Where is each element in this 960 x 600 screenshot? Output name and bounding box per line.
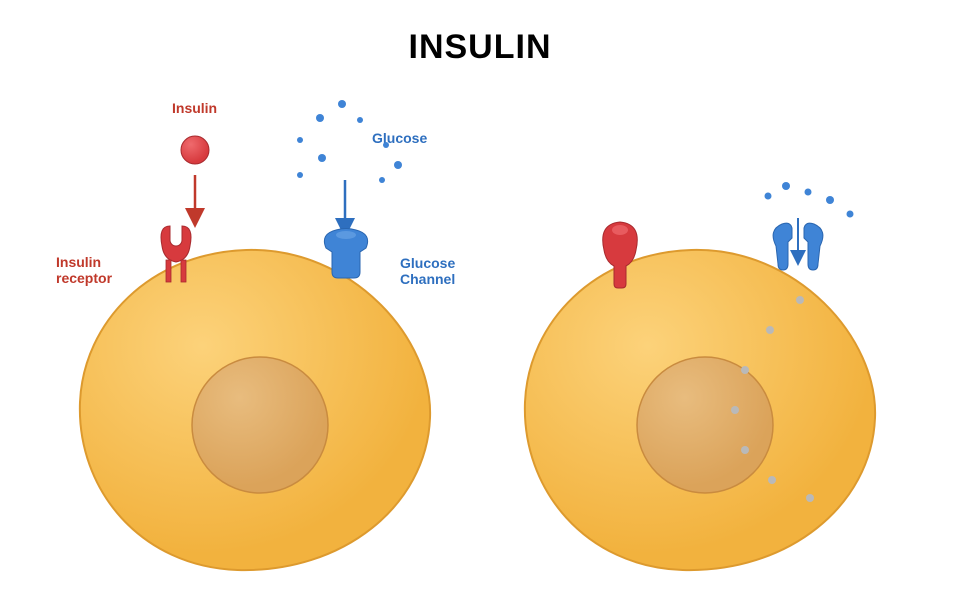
diagram-canvas: INSULIN Insulin Insulin receptor Glucose… <box>0 0 960 600</box>
scene-svg <box>0 0 960 600</box>
